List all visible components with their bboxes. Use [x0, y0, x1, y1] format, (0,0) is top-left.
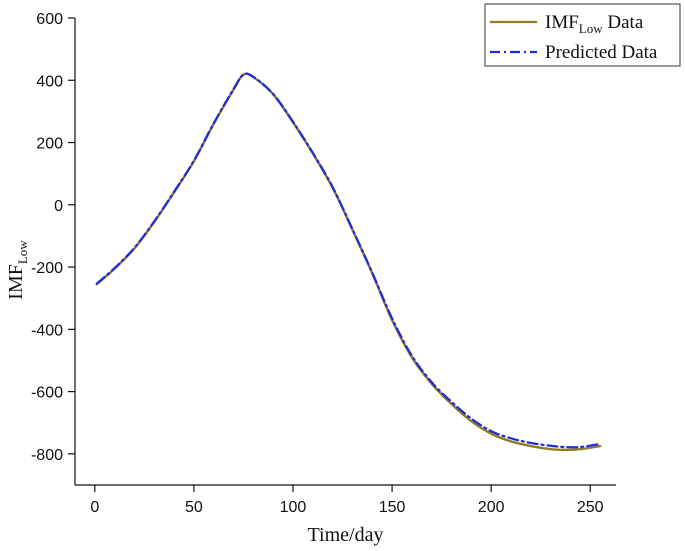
- x-tick-label: 100: [280, 499, 307, 516]
- legend-label-main: Predicted Data: [545, 42, 658, 63]
- series-line-predicted-data: [95, 72, 602, 449]
- legend-label-subscript: Low: [579, 21, 603, 36]
- legend-label-imf-low-data: IMFLow Data: [545, 12, 644, 36]
- y-tick-label: -800: [31, 447, 63, 464]
- y-tick-label: 0: [54, 198, 63, 215]
- x-tick-label: 0: [90, 499, 99, 516]
- legend-label-suffix: Data: [603, 12, 644, 33]
- y-tick-label: 600: [36, 11, 63, 28]
- legend-label-main: IMF: [545, 12, 579, 33]
- x-tick-label: 200: [478, 499, 505, 516]
- y-tick-label: 200: [36, 136, 63, 153]
- x-tick-label: 150: [379, 499, 406, 516]
- y-tick-label: -400: [31, 322, 63, 339]
- y-axis-label-subscript: Low: [15, 240, 30, 264]
- series-line-imf-low-data: [95, 72, 602, 452]
- y-axis-label: IMFLow: [5, 240, 30, 300]
- y-tick-label: -600: [31, 385, 63, 402]
- x-axis-label: Time/day: [308, 524, 384, 546]
- x-tick-label: 50: [185, 499, 203, 516]
- legend-label-predicted-data: Predicted Data: [545, 42, 658, 63]
- legend-box: [484, 3, 681, 67]
- axes: 0 50 100 150 200 250 -800 -600 -400 -200 0 200 400 60…: [31, 11, 616, 516]
- y-tick-label: -200: [31, 260, 63, 277]
- y-tick-label: 400: [36, 73, 63, 90]
- x-tick-label: 250: [577, 499, 604, 516]
- y-axis-label-main: IMF: [5, 264, 27, 300]
